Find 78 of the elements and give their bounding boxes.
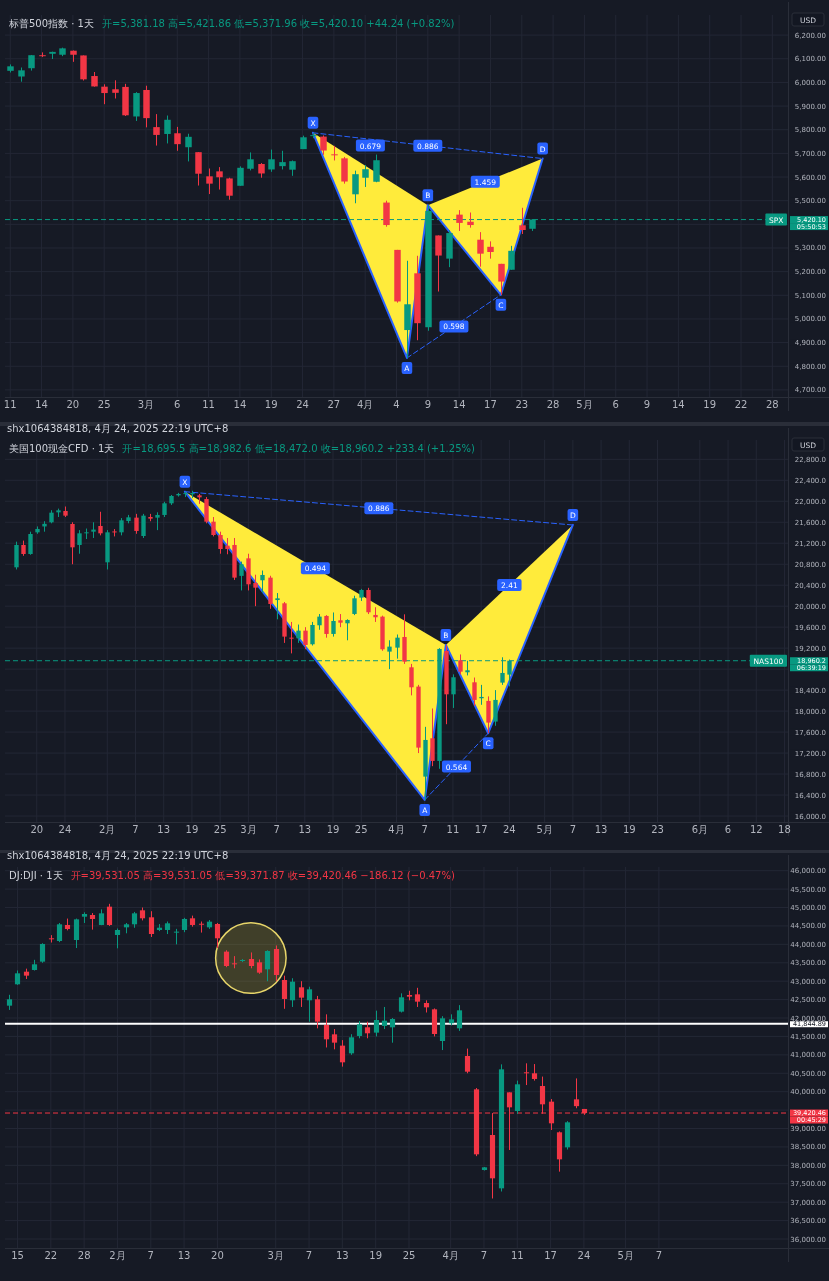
x-tick-label: 17 bbox=[544, 1250, 557, 1261]
x-tick-label: 28 bbox=[765, 399, 779, 410]
chart-subtitle: 开=39,531.05 高=39,531.05 低=39,371.87 收=39,420.46 −186.12 (−0.47%) bbox=[70, 870, 455, 881]
x-tick-label: 11 bbox=[446, 824, 460, 835]
x-tick-label: 23 bbox=[515, 399, 529, 410]
x-tick-label: 2月 bbox=[99, 824, 116, 835]
x-tick-label: 14 bbox=[452, 399, 466, 410]
x-tick-label: 25 bbox=[354, 824, 368, 835]
x-tick-label: 20 bbox=[211, 1250, 224, 1261]
x-tick-label: 5月 bbox=[536, 824, 553, 835]
x-tick-label: 22 bbox=[44, 1250, 58, 1261]
x-tick-label: 5月 bbox=[576, 399, 593, 410]
x-tick-label: 25 bbox=[97, 399, 111, 410]
x-tick-label: 7 bbox=[655, 1250, 663, 1261]
x-tick-label: 5月 bbox=[617, 1250, 634, 1261]
x-tick-label: 9 bbox=[424, 399, 432, 410]
x-tick-label: 3月 bbox=[267, 1250, 284, 1261]
x-tick-label: 6 bbox=[174, 399, 181, 410]
chart-subtitle: 开=18,695.5 高=18,982.6 低=18,472.0 收=18,960.2 +233.4 (+1.25%) bbox=[122, 443, 476, 454]
x-tick-label: 13 bbox=[298, 824, 312, 835]
text: shx1064384818, 4月 24, 2025 22:19 UTC+8 bbox=[7, 850, 229, 861]
x-tick-label: 24 bbox=[503, 824, 516, 835]
x-tick-label: 11 bbox=[510, 1250, 524, 1261]
x-tick-label: 19 bbox=[185, 824, 199, 835]
x-tick-label: 17 bbox=[474, 824, 488, 835]
x-tick-label: 13 bbox=[157, 824, 171, 835]
x-tick-label: 19 bbox=[264, 399, 278, 410]
x-tick-label: 14 bbox=[233, 399, 247, 410]
x-tick-label: 7 bbox=[421, 824, 428, 835]
x-tick-label: 7 bbox=[273, 824, 280, 835]
x-tick-label: 19 bbox=[369, 1250, 383, 1261]
x-tick-label: 13 bbox=[177, 1250, 191, 1261]
x-tick-label: 6 bbox=[612, 399, 619, 410]
x-tick-label: 25 bbox=[402, 1250, 416, 1261]
x-tick-label: 3月 bbox=[137, 399, 155, 410]
x-tick-label: 6月 bbox=[691, 824, 709, 835]
x-tick-label: 19 bbox=[622, 824, 636, 835]
x-tick-label: 13 bbox=[594, 824, 608, 835]
x-tick-label: 7 bbox=[147, 1250, 154, 1261]
x-tick-label: 13 bbox=[335, 1250, 349, 1261]
chart-title: DJ:DJI · 1天 bbox=[9, 870, 63, 881]
x-tick-label: 4月 bbox=[356, 399, 374, 410]
chart-title: 标普500指数 · 1天 bbox=[8, 18, 94, 29]
x-tick-label: 14 bbox=[672, 399, 685, 410]
x-tick-label: 25 bbox=[213, 824, 227, 835]
x-tick-label: 19 bbox=[326, 824, 340, 835]
x-tick-label: 4月 bbox=[442, 1250, 459, 1261]
x-tick-label: 7 bbox=[480, 1250, 488, 1261]
x-tick-label: 24 bbox=[577, 1250, 591, 1261]
x-tick-label: 4月 bbox=[388, 824, 405, 835]
x-tick-label: 22 bbox=[734, 399, 748, 410]
x-tick-label: 15 bbox=[11, 1250, 24, 1261]
x-tick-label: 20 bbox=[30, 824, 44, 835]
x-tick-label: 7 bbox=[305, 1250, 313, 1261]
chart-subtitle: 开=5,381.18 高=5,421.86 低=5,371.96 收=5,420.10 +44.24 (+0.82%) bbox=[102, 18, 455, 29]
text: shx1064384818, 4月 24, 2025 22:19 UTC+8 bbox=[7, 423, 229, 434]
x-tick-label: 7 bbox=[132, 824, 139, 835]
x-tick-label: 9 bbox=[643, 399, 651, 410]
x-tick-label: 27 bbox=[327, 399, 341, 410]
x-tick-label: 28 bbox=[77, 1250, 91, 1261]
x-tick-label: 18 bbox=[778, 824, 791, 835]
x-tick-label: 7 bbox=[569, 824, 577, 835]
x-tick-label: 3月 bbox=[240, 824, 257, 835]
x-tick-label: 28 bbox=[546, 399, 560, 410]
x-tick-label: 17 bbox=[484, 399, 497, 410]
x-tick-label: 14 bbox=[35, 399, 48, 410]
x-tick-label: 6 bbox=[724, 824, 732, 835]
x-tick-label: 19 bbox=[703, 399, 717, 410]
x-tick-label: 12 bbox=[749, 824, 763, 835]
chart-title: 美国100现金CFD · 1天 bbox=[9, 443, 115, 454]
x-tick-label: 11 bbox=[3, 399, 17, 410]
x-tick-label: 20 bbox=[66, 399, 80, 410]
x-tick-label: 2月 bbox=[109, 1250, 126, 1261]
x-tick-label: 24 bbox=[58, 824, 72, 835]
x-tick-label: 23 bbox=[651, 824, 664, 835]
x-tick-label: 24 bbox=[296, 399, 309, 410]
x-tick-label: 11 bbox=[202, 399, 215, 410]
x-tick-label: 4 bbox=[393, 399, 400, 410]
